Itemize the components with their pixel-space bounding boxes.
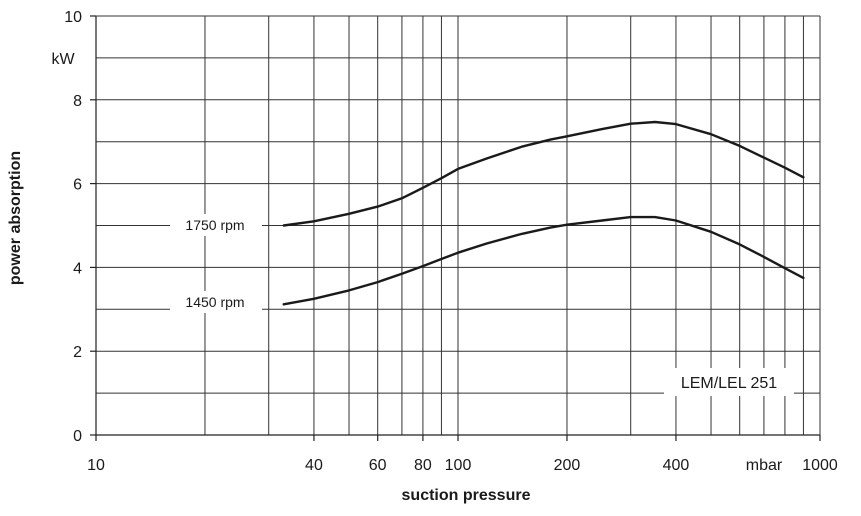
x-tick-label: 10 [87,457,105,474]
model-label: LEM/LEL 251 [681,375,777,392]
model-label-bg [664,368,794,396]
tick-layer: 0 2 4 6 8 10 10 40 60 80 100 200 400 1000 [64,9,838,474]
x-axis-title: suction pressure [402,487,531,504]
y-axis-title: power absorption [7,151,24,285]
x-tick-label: 60 [369,457,387,474]
y-unit-label-bg [42,47,72,69]
x-tick-label: 80 [414,457,432,474]
series-label-bg-1450 [170,291,262,313]
series-layer [282,120,805,306]
series-label-1750: 1750 rpm [185,217,244,233]
x-tick-label: 200 [554,457,581,474]
series-line-1450-rpm [282,215,805,306]
y-tick-label: 0 [73,428,82,445]
y-tick-label: 4 [73,260,82,277]
y-unit-label: kW [51,51,75,68]
x-tick-label: 100 [445,457,472,474]
series-line-1750-rpm [282,120,805,227]
x-tick-label: 400 [663,457,690,474]
x-unit-label: mbar [746,457,783,474]
grid-layer [96,16,820,435]
series-label-1450: 1450 rpm [185,294,244,310]
y-tick-label: 6 [73,177,82,194]
y-tick-label: 10 [64,9,82,26]
x-tick-label: 40 [305,457,323,474]
x-tick-label: 1000 [802,457,838,474]
series-label-bg-1750 [170,214,262,236]
y-tick-label: 8 [73,93,82,110]
y-tick-label: 2 [73,344,82,361]
